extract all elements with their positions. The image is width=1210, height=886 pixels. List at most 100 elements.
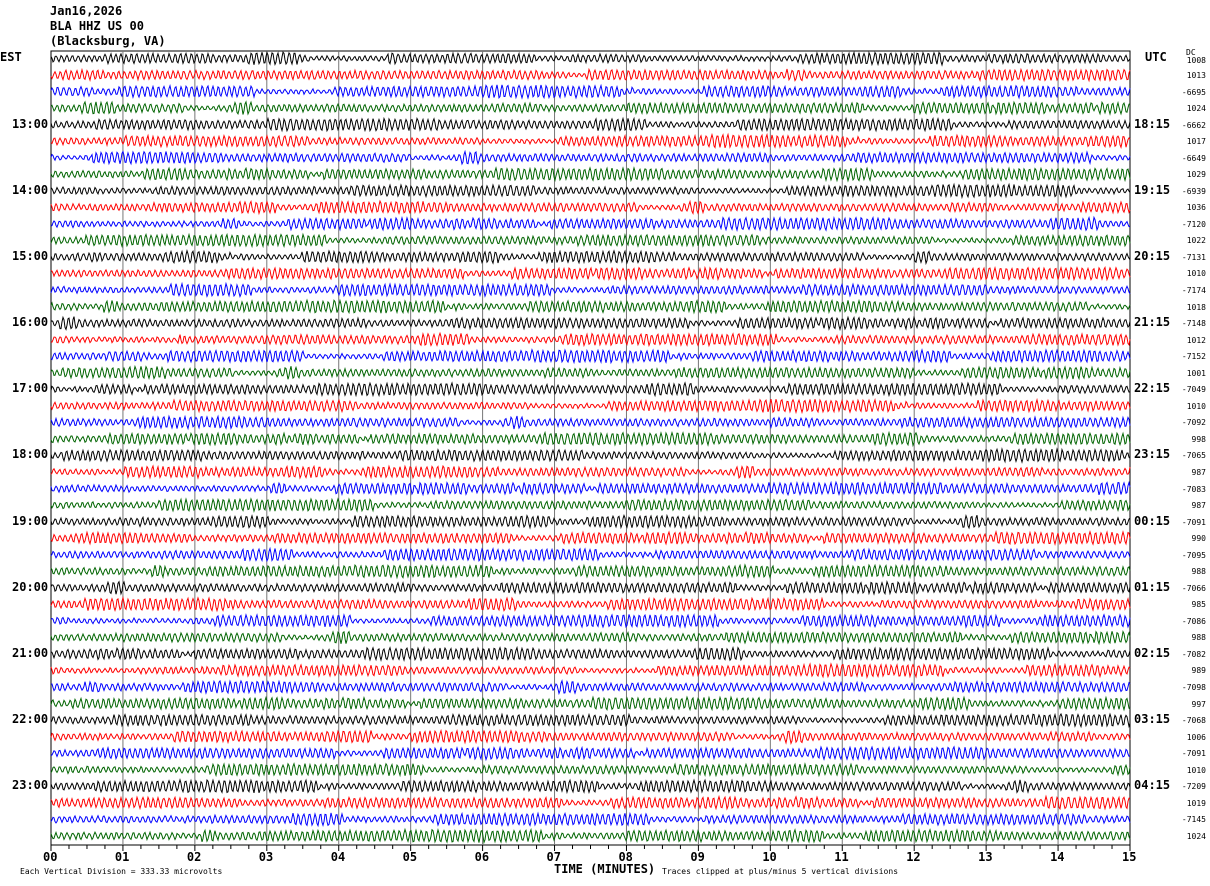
x-tick-label: 06	[474, 850, 490, 864]
seismic-trace	[50, 778, 1131, 795]
est-hour-label: 18:00	[12, 447, 49, 462]
seismic-trace	[50, 546, 1131, 563]
x-tick-label: 03	[258, 850, 274, 864]
dc-offset-label: 988	[1191, 567, 1206, 577]
x-tick-label: 10	[762, 850, 777, 864]
x-tick-label: 13	[978, 850, 993, 864]
seismic-trace	[50, 595, 1131, 613]
dc-offset-label: 997	[1191, 699, 1206, 709]
dc-offset-label: -7098	[1181, 683, 1206, 693]
seismic-trace	[50, 762, 1131, 778]
dc-offset-label: 989	[1191, 666, 1206, 676]
seismic-trace	[50, 249, 1131, 266]
utc-hour-label: 04:15	[1134, 778, 1171, 793]
seismic-trace	[50, 745, 1130, 762]
x-tick-label: 04	[330, 850, 346, 864]
dc-offset-label: -7148	[1181, 319, 1206, 329]
scale-note: Each Vertical Division = 333.33 microvol…	[20, 867, 223, 876]
seismic-trace	[50, 199, 1131, 216]
dc-offset-label: -7209	[1181, 782, 1206, 792]
x-tick-label: 11	[834, 850, 849, 864]
seismic-trace	[50, 381, 1131, 398]
dc-offset-label: -7049	[1181, 385, 1206, 395]
est-hour-label: 16:00	[12, 315, 49, 330]
seismic-trace	[50, 100, 1131, 116]
utc-hour-label: 18:15	[1134, 116, 1171, 131]
dc-offset-label: 987	[1191, 467, 1206, 477]
seismic-trace	[50, 513, 1131, 530]
seismic-trace	[50, 298, 1131, 315]
seismic-trace	[50, 414, 1131, 431]
clip-note: Traces clipped at plus/minus 5 vertical …	[662, 867, 899, 876]
seismic-trace	[50, 662, 1131, 679]
dc-offset-label: 1008	[1186, 56, 1206, 66]
left-timezone-label: EST	[0, 50, 22, 64]
x-tick-label: 05	[402, 850, 418, 864]
dc-offset-label: -6939	[1181, 186, 1206, 196]
x-tick-label: 14	[1050, 850, 1065, 864]
utc-hour-label: 03:15	[1134, 712, 1171, 727]
dc-offset-label: 1006	[1186, 732, 1206, 742]
seismic-trace	[50, 464, 1131, 480]
seismic-trace	[50, 281, 1131, 299]
dc-header: DC	[1186, 48, 1196, 57]
dc-offset-label: -7095	[1181, 550, 1206, 560]
dc-offset-label: -7131	[1181, 252, 1206, 262]
x-axis-label: TIME (MINUTES)	[554, 862, 656, 876]
dc-offset-label: -7145	[1181, 815, 1206, 825]
seismic-trace	[50, 811, 1131, 828]
est-hour-label: 19:00	[12, 513, 49, 528]
dc-offset-label: 1024	[1186, 104, 1206, 114]
dc-offset-label: 1013	[1186, 70, 1206, 80]
dc-offset-label: -7152	[1181, 352, 1206, 362]
seismic-trace	[50, 612, 1131, 629]
utc-hour-label: 00:15	[1134, 513, 1171, 528]
dc-offset-label: -7086	[1181, 616, 1206, 626]
est-hour-label: 20:00	[12, 579, 49, 594]
x-tick-label: 09	[690, 850, 705, 864]
dc-offset-label: 988	[1191, 633, 1206, 643]
dc-offset-label: -7091	[1181, 749, 1206, 759]
utc-hour-label: 02:15	[1134, 645, 1171, 660]
date-label: Jan16,2026	[50, 4, 123, 18]
est-hour-label: 17:00	[12, 381, 49, 396]
seismic-trace	[50, 397, 1131, 415]
dc-offset-label: -7120	[1181, 219, 1206, 229]
seismic-trace	[50, 364, 1131, 381]
seismic-trace	[50, 430, 1131, 448]
seismic-trace	[50, 629, 1131, 646]
dc-offset-label: 1024	[1186, 831, 1206, 841]
seismic-trace	[50, 695, 1131, 712]
seismic-trace	[50, 265, 1131, 282]
seismic-trace	[50, 166, 1131, 183]
dc-offset-label: 998	[1191, 434, 1206, 444]
x-tick-label: 00	[43, 850, 58, 864]
seismic-trace	[50, 50, 1131, 67]
dc-offset-label: -7174	[1181, 286, 1206, 296]
utc-hour-label: 01:15	[1134, 579, 1171, 594]
utc-hour-label: 20:15	[1134, 248, 1171, 263]
dc-offset-label: 1010	[1186, 269, 1206, 279]
dc-offset-label: 1019	[1186, 798, 1206, 808]
dc-offset-label: 987	[1191, 501, 1206, 511]
dc-offset-label: 985	[1191, 600, 1206, 610]
dc-offset-label: -7066	[1181, 583, 1206, 593]
dc-offset-label: -7065	[1181, 451, 1206, 461]
dc-offset-label: 1001	[1186, 368, 1206, 378]
seismic-trace	[50, 83, 1131, 100]
location-label: (Blacksburg, VA)	[50, 34, 166, 48]
dc-offset-label: 1012	[1186, 335, 1206, 345]
seismic-trace	[50, 447, 1131, 464]
x-tick-label: 08	[618, 850, 633, 864]
seismic-trace	[50, 728, 1131, 745]
seismic-trace	[50, 149, 1131, 166]
dc-offset-label: -6649	[1181, 153, 1206, 163]
x-tick-label: 07	[546, 850, 561, 864]
dc-offset-label: 1010	[1186, 765, 1206, 775]
dc-offset-label: -7091	[1181, 517, 1206, 527]
seismic-trace	[50, 794, 1131, 811]
x-tick-label: 01	[114, 850, 130, 864]
dc-offset-label: -7083	[1181, 484, 1206, 494]
seismic-trace	[50, 315, 1131, 332]
